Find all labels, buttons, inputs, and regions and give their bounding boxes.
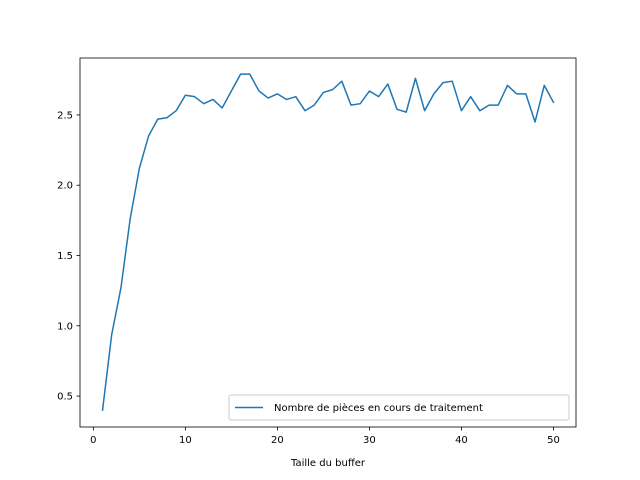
x-tick-label: 20 xyxy=(271,435,284,446)
y-tick-label: 1.5 xyxy=(57,251,73,262)
x-tick-label: 30 xyxy=(363,435,376,446)
x-axis: 0 10 20 30 40 50 xyxy=(90,427,560,446)
legend-label: Nombre de pièces en cours de traitement xyxy=(274,402,483,414)
plot-area xyxy=(80,58,576,427)
y-tick-label: 2.0 xyxy=(57,181,73,192)
x-tick-label: 10 xyxy=(179,435,192,446)
x-tick-label: 0 xyxy=(90,435,96,446)
y-axis: 0.5 1.0 1.5 2.0 2.5 xyxy=(57,110,80,403)
x-tick-label: 50 xyxy=(547,435,560,446)
x-tick-label: 40 xyxy=(455,435,468,446)
legend: Nombre de pièces en cours de traitement xyxy=(228,394,570,421)
plot-frame xyxy=(79,57,577,428)
x-axis-label: Taille du buffer xyxy=(290,458,366,469)
y-tick-label: 2.5 xyxy=(57,110,73,121)
series-line xyxy=(101,73,555,411)
legend-box xyxy=(228,394,570,421)
y-tick-label: 1.0 xyxy=(57,321,73,332)
y-tick-label: 0.5 xyxy=(57,392,73,403)
